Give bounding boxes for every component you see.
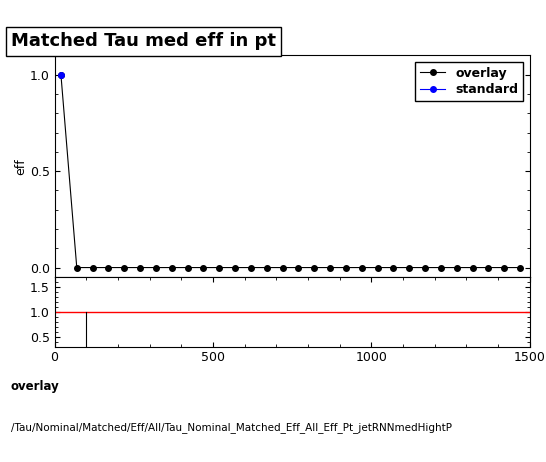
overlay <box>200 265 207 270</box>
overlay <box>232 265 239 270</box>
overlay <box>153 265 159 270</box>
overlay <box>390 265 397 270</box>
overlay <box>74 265 80 270</box>
overlay <box>470 265 476 270</box>
overlay <box>501 265 508 270</box>
overlay <box>295 265 302 270</box>
overlay <box>422 265 429 270</box>
Y-axis label: eff: eff <box>14 158 27 175</box>
overlay <box>216 265 223 270</box>
overlay <box>248 265 254 270</box>
overlay <box>343 265 349 270</box>
overlay <box>90 265 96 270</box>
Line: overlay: overlay <box>58 72 523 270</box>
overlay <box>406 265 413 270</box>
Text: Matched Tau med eff in pt: Matched Tau med eff in pt <box>11 32 276 50</box>
Legend: overlay, standard: overlay, standard <box>416 62 524 102</box>
overlay <box>375 265 381 270</box>
overlay <box>327 265 334 270</box>
overlay <box>454 265 460 270</box>
overlay <box>105 265 112 270</box>
overlay <box>280 265 286 270</box>
overlay <box>359 265 365 270</box>
overlay <box>438 265 444 270</box>
Text: overlay: overlay <box>11 380 60 393</box>
overlay <box>169 265 175 270</box>
overlay <box>485 265 492 270</box>
overlay <box>264 265 270 270</box>
overlay <box>185 265 191 270</box>
overlay <box>311 265 318 270</box>
Text: /Tau/Nominal/Matched/Eff/All/Tau_Nominal_Matched_Eff_All_Eff_Pt_jetRNNmedHightP: /Tau/Nominal/Matched/Eff/All/Tau_Nominal… <box>11 422 452 432</box>
overlay <box>517 265 524 270</box>
overlay <box>137 265 144 270</box>
overlay <box>121 265 128 270</box>
overlay <box>58 72 64 78</box>
